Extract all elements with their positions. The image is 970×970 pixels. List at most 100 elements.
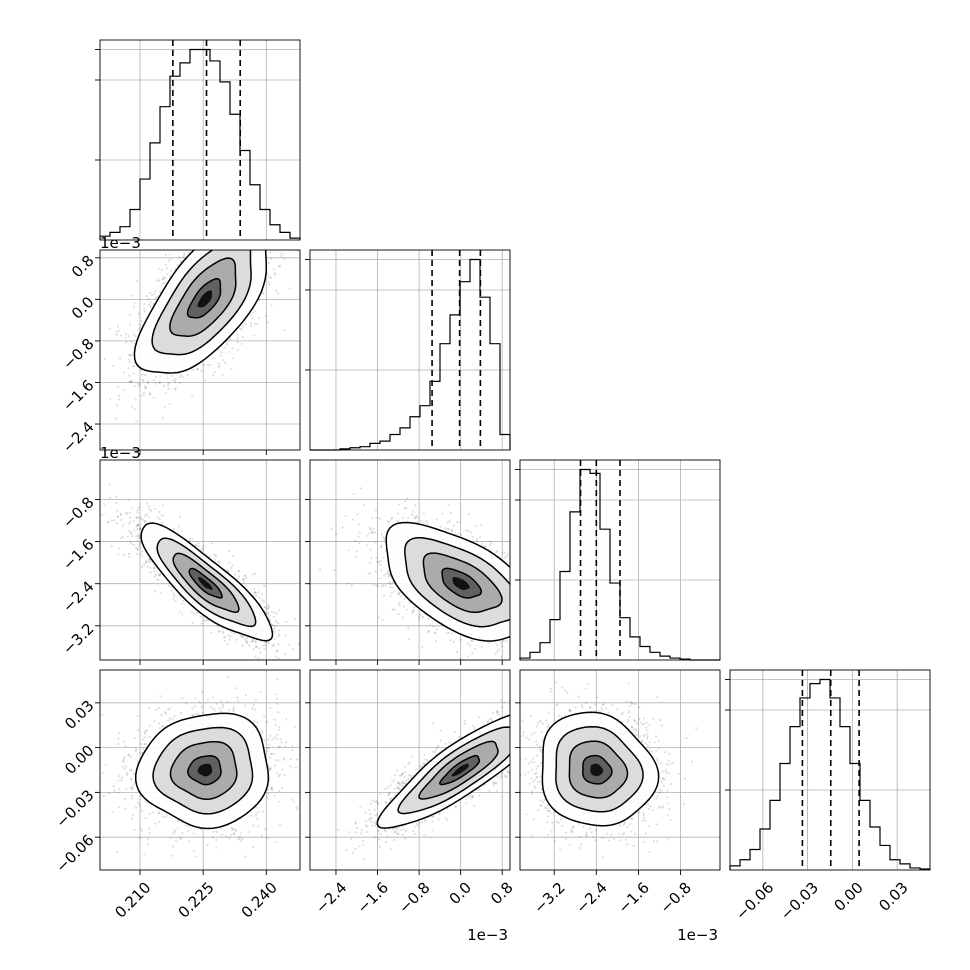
sample-point	[150, 294, 154, 297]
sample-point	[267, 603, 270, 606]
sample-point	[516, 631, 518, 633]
sample-point	[140, 394, 143, 397]
sample-point	[283, 258, 286, 261]
sample-point	[229, 244, 231, 246]
sample-point	[189, 538, 192, 541]
sample-point	[266, 611, 270, 614]
sample-point	[129, 380, 133, 383]
histogram-panel-0	[95, 39, 301, 241]
sample-point	[179, 260, 182, 263]
sample-point	[112, 364, 115, 367]
sample-point	[126, 512, 129, 516]
sample-point	[219, 245, 221, 247]
sample-point	[587, 606, 589, 608]
sample-point	[267, 281, 270, 284]
sample-point	[268, 283, 271, 287]
sample-point	[132, 372, 135, 375]
sample-point	[263, 584, 266, 588]
sample-point	[397, 503, 400, 506]
sample-point	[231, 234, 233, 236]
sample-point	[231, 564, 234, 567]
sample-point	[117, 385, 120, 388]
sample-point	[228, 638, 231, 641]
sample-point	[284, 652, 287, 655]
sample-point	[160, 268, 163, 271]
sample-point	[178, 381, 182, 385]
sample-point	[517, 564, 519, 566]
sample-point	[129, 520, 132, 524]
sample-point	[154, 376, 158, 379]
sample-point	[302, 236, 304, 238]
sample-point	[301, 641, 303, 643]
sample-point	[136, 279, 139, 283]
sample-point	[163, 405, 166, 408]
sample-point	[137, 524, 140, 527]
sample-point	[230, 234, 232, 236]
sample-point	[539, 568, 541, 570]
sample-point	[202, 364, 206, 367]
sample-point	[521, 576, 523, 578]
sample-point	[158, 573, 161, 576]
sample-point	[158, 381, 161, 384]
sample-point	[253, 241, 255, 243]
sample-point	[529, 622, 531, 624]
sample-point	[244, 322, 247, 326]
sample-point	[144, 385, 147, 388]
sample-point	[237, 570, 240, 573]
sample-point	[245, 639, 248, 643]
sample-point	[212, 245, 214, 247]
sample-point	[225, 245, 227, 247]
sample-point	[240, 247, 242, 249]
sample-point	[410, 513, 413, 516]
sample-point	[127, 367, 130, 370]
sample-point	[178, 515, 182, 518]
sample-point	[195, 612, 198, 615]
sample-point	[276, 292, 279, 295]
sample-point	[152, 293, 156, 296]
sample-point	[234, 241, 236, 243]
sample-point	[197, 247, 199, 249]
sample-point	[427, 631, 430, 634]
sample-point	[223, 639, 227, 642]
sample-point	[545, 640, 547, 642]
sample-point	[227, 634, 230, 637]
sample-point	[286, 222, 288, 224]
sample-point	[511, 610, 513, 612]
density-layer	[310, 460, 589, 660]
sample-point	[153, 507, 156, 510]
scatter-panel-0-2	[95, 459, 303, 665]
sample-point	[138, 326, 141, 330]
sample-point	[206, 243, 208, 245]
sample-point	[178, 610, 181, 613]
sample-point	[134, 335, 137, 338]
sample-point	[253, 591, 256, 594]
sample-point	[241, 636, 244, 639]
sample-point	[148, 508, 151, 511]
sample-point	[259, 242, 261, 244]
histogram-step-2	[519, 468, 720, 661]
contour-line	[172, 552, 240, 613]
sample-point	[225, 230, 227, 232]
sample-point	[174, 380, 177, 383]
sample-point	[116, 509, 119, 512]
sample-point	[172, 527, 175, 530]
panel-frame	[519, 459, 721, 661]
sample-point	[128, 555, 131, 559]
sample-point	[265, 245, 267, 247]
sample-point	[274, 655, 277, 658]
sample-point	[169, 258, 172, 261]
sample-point	[217, 245, 219, 247]
sample-point	[128, 529, 131, 533]
sample-point	[115, 501, 118, 504]
sample-point	[164, 263, 167, 266]
sample-point	[100, 513, 103, 516]
sample-point	[273, 219, 275, 221]
sample-point	[149, 291, 152, 295]
sample-point	[128, 361, 131, 364]
sample-point	[518, 636, 520, 638]
sample-point	[210, 218, 212, 220]
sample-point	[164, 392, 167, 395]
sample-point	[555, 642, 557, 644]
sample-point	[276, 649, 279, 652]
sample-point	[229, 226, 231, 228]
